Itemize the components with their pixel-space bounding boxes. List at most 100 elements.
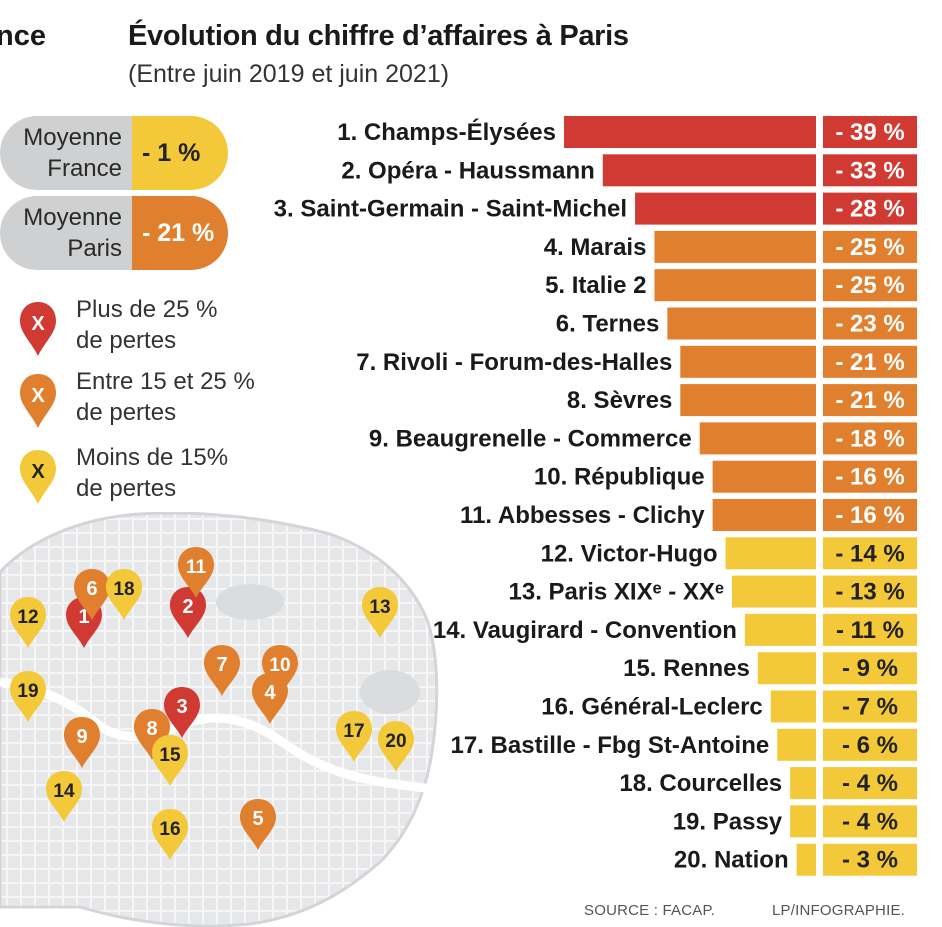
- legend-low-line2: de pertes: [76, 475, 177, 502]
- bar-1: [564, 116, 816, 148]
- average-paris-value: - 21 %: [132, 196, 228, 270]
- average-france-label-bg: [0, 116, 150, 190]
- average-paris-label-bg: [0, 196, 150, 270]
- map-pin-icon: [10, 597, 46, 648]
- category-label-3: 3. Saint-Germain - Saint-Michel: [274, 196, 627, 223]
- map-pin-icon: [204, 645, 240, 696]
- value-label-5: - 25 %: [835, 272, 904, 299]
- value-box-13: [823, 575, 917, 608]
- map-marker-8: 8: [134, 709, 170, 760]
- value-box-5: [823, 269, 917, 302]
- map-marker-7: 7: [204, 645, 240, 696]
- map-marker-label-18: 18: [113, 579, 134, 600]
- category-label-16: 16. Général-Leclerc: [541, 694, 762, 721]
- value-label-6: - 23 %: [835, 311, 904, 338]
- bar-2: [602, 154, 816, 187]
- bar-17: [777, 728, 816, 761]
- value-label-15: - 9 %: [842, 655, 898, 682]
- legend-high-line2: de pertes: [76, 327, 177, 354]
- bar-7: [680, 345, 816, 378]
- category-label-13: 13. Paris XIXᵉ - XXᵉ: [509, 579, 724, 606]
- map-marker-label-12: 12: [17, 607, 38, 628]
- chart-title: Évolution du chiffre d’affaires à Paris: [128, 20, 629, 52]
- value-box-12: [823, 537, 917, 570]
- average-france-value: - 1 %: [132, 116, 228, 190]
- value-label-13: - 13 %: [835, 579, 904, 606]
- orange-marker-icon: X: [20, 374, 56, 428]
- value-box-10: [823, 460, 917, 493]
- category-label-1: 1. Champs-Élysées: [337, 118, 556, 146]
- value-label-7: - 21 %: [835, 349, 904, 376]
- map-pin-icon: [378, 721, 414, 772]
- chart-subtitle: (Entre juin 2019 et juin 2021): [128, 60, 450, 88]
- map-marker-label-11: 11: [186, 557, 207, 578]
- bar-16: [770, 690, 816, 723]
- svg-text:X: X: [31, 461, 45, 483]
- svg-text:X: X: [31, 313, 45, 335]
- value-box-4: [823, 230, 917, 263]
- map-marker-label-4: 4: [264, 682, 276, 704]
- map-pin-icon: [106, 569, 142, 620]
- legend-item-low-loss: X Moins de 15% de pertes: [18, 444, 228, 511]
- bar-11: [712, 499, 816, 531]
- value-box-2: [823, 154, 917, 187]
- map-marker-10: 10: [262, 645, 298, 696]
- map-marker-12: 12: [10, 597, 46, 648]
- bar-10: [712, 460, 816, 493]
- value-label-9: - 18 %: [835, 425, 904, 452]
- bar-6: [667, 307, 816, 340]
- category-label-17: 17. Bastille - Fbg St-Antoine: [451, 732, 770, 759]
- map-marker-5: 5: [240, 799, 276, 850]
- bar-4: [654, 230, 816, 263]
- map-pin-icon: [152, 735, 188, 786]
- svg-text:X: X: [31, 385, 45, 407]
- value-label-17: - 6 %: [842, 732, 898, 759]
- bar-18: [790, 767, 816, 800]
- map-marker-3: 3: [164, 687, 200, 738]
- average-france-label-line1: Moyenne: [23, 124, 122, 151]
- map-marker-16: 16: [152, 809, 188, 860]
- bar-9: [699, 422, 816, 455]
- red-marker-icon: X: [20, 302, 56, 356]
- average-france-pill: Moyenne France - 1 %: [0, 116, 230, 190]
- map-marker-label-6: 6: [86, 578, 97, 600]
- value-label-20: - 3 %: [842, 847, 898, 874]
- bar-14: [744, 613, 816, 646]
- map-marker-label-3: 3: [176, 696, 187, 718]
- map-marker-label-8: 8: [146, 718, 157, 740]
- average-paris-label-line2: Paris: [67, 235, 122, 262]
- legend-low-line1: Moins de 15%: [76, 444, 229, 471]
- map-pin-icon: [152, 809, 188, 860]
- category-label-10: 10. République: [534, 464, 705, 491]
- category-label-6: 6. Ternes: [556, 311, 660, 338]
- bar-15: [757, 652, 816, 685]
- category-label-7: 7. Rivoli - Forum-des-Halles: [356, 349, 672, 376]
- bar-13: [732, 575, 816, 608]
- value-label-16: - 7 %: [842, 694, 898, 721]
- value-label-8: - 21 %: [835, 387, 904, 414]
- map-pin-icon: [178, 547, 214, 598]
- map-pin-icon: [240, 799, 276, 850]
- map-pin-icon: [10, 671, 46, 722]
- average-france-label: Moyenne France: [2, 122, 122, 184]
- legend-item-high-loss: X Plus de 25 % de pertes: [18, 296, 217, 363]
- value-label-19: - 4 %: [842, 808, 898, 835]
- map-marker-11: 11: [178, 547, 214, 598]
- map-pin-icon: [134, 709, 170, 760]
- map-marker-18: 18: [106, 569, 142, 620]
- map-pin-icon: [74, 569, 110, 620]
- map-marker-9: 9: [64, 717, 100, 768]
- yellow-marker-icon: X: [20, 450, 56, 504]
- value-box-6: [823, 307, 917, 340]
- category-label-2: 2. Opéra - Haussmann: [341, 157, 594, 184]
- value-box-1: [823, 116, 917, 148]
- bar-12: [725, 537, 816, 570]
- map-marker-label-14: 14: [53, 781, 75, 802]
- category-label-9: 9. Beaugrenelle - Commerce: [369, 425, 692, 452]
- seine-river: [0, 677, 470, 799]
- map-marker-15: 15: [152, 735, 188, 786]
- category-label-20: 20. Nation: [674, 847, 789, 874]
- map-marker-label-20: 20: [385, 731, 406, 752]
